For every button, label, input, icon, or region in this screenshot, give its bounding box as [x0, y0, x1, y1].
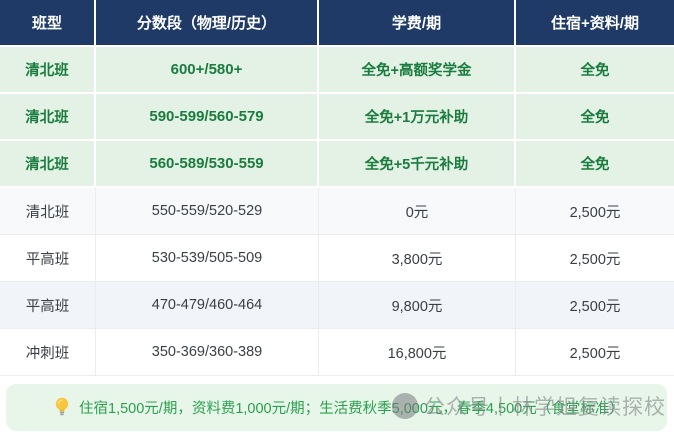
column-header-class-type: 班型 — [0, 0, 96, 47]
cell-class-type: 清北班 — [0, 141, 96, 188]
cell-accommodation: 全免 — [516, 141, 674, 188]
cell-tuition: 全免+高额奖学金 — [319, 47, 516, 94]
cell-class-type: 清北班 — [0, 47, 96, 94]
footer-note: 住宿1,500元/期，资料费1,000元/期；生活费秋季5,000元，春季4,5… — [6, 384, 667, 431]
cell-tuition: 全免+1万元补助 — [319, 94, 516, 141]
table-row: 平高班 530-539/505-509 3,800元 2,500元 — [0, 235, 674, 282]
cell-tuition: 16,800元 — [319, 329, 516, 376]
table-row: 清北班 560-589/530-559 全免+5千元补助 全免 — [0, 141, 674, 188]
table-row: 清北班 590-599/560-579 全免+1万元补助 全免 — [0, 94, 674, 141]
cell-accommodation: 2,500元 — [516, 235, 674, 282]
cell-accommodation: 2,500元 — [516, 282, 674, 329]
cell-score-range: 560-589/530-559 — [96, 141, 319, 188]
cell-accommodation: 2,500元 — [516, 329, 674, 376]
column-header-tuition: 学费/期 — [319, 0, 516, 47]
cell-class-type: 冲刺班 — [0, 329, 96, 376]
cell-score-range: 530-539/505-509 — [96, 235, 319, 282]
cell-class-type: 清北班 — [0, 188, 96, 235]
cell-score-range: 600+/580+ — [96, 47, 319, 94]
cell-tuition: 9,800元 — [319, 282, 516, 329]
cell-score-range: 550-559/520-529 — [96, 188, 319, 235]
cell-class-type: 平高班 — [0, 235, 96, 282]
column-header-score-range: 分数段（物理/历史） — [96, 0, 319, 47]
table-row: 冲刺班 350-369/360-389 16,800元 2,500元 — [0, 329, 674, 376]
cell-accommodation: 全免 — [516, 94, 674, 141]
cell-accommodation: 2,500元 — [516, 188, 674, 235]
cell-class-type: 清北班 — [0, 94, 96, 141]
cell-score-range: 470-479/460-464 — [96, 282, 319, 329]
cell-score-range: 350-369/360-389 — [96, 329, 319, 376]
cell-class-type: 平高班 — [0, 282, 96, 329]
column-header-accommodation: 住宿+资料/期 — [516, 0, 674, 47]
cell-score-range: 590-599/560-579 — [96, 94, 319, 141]
table-row: 清北班 600+/580+ 全免+高额奖学金 全免 — [0, 47, 674, 94]
cell-accommodation: 全免 — [516, 47, 674, 94]
table-row: 清北班 550-559/520-529 0元 2,500元 — [0, 188, 674, 235]
footer-note-text: 住宿1,500元/期，资料费1,000元/期；生活费秋季5,000元，春季4,5… — [79, 401, 624, 417]
table-row: 平高班 470-479/460-464 9,800元 2,500元 — [0, 282, 674, 329]
fee-table: 班型 分数段（物理/历史） 学费/期 住宿+资料/期 清北班 600+/580+… — [0, 0, 674, 376]
table-header-row: 班型 分数段（物理/历史） 学费/期 住宿+资料/期 — [0, 0, 674, 47]
cell-tuition: 0元 — [319, 188, 516, 235]
cell-tuition: 全免+5千元补助 — [319, 141, 516, 188]
cell-tuition: 3,800元 — [319, 235, 516, 282]
lightbulb-icon — [54, 397, 70, 418]
